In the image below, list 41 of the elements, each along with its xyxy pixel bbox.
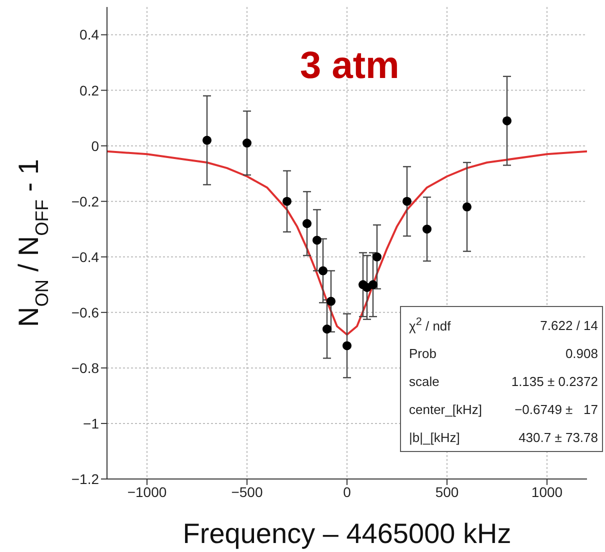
y-tick-label: 0 xyxy=(91,138,100,154)
y-tick-label: −1 xyxy=(83,415,100,432)
text: 3 atm xyxy=(300,45,400,88)
annotation: scale xyxy=(409,374,440,388)
y-tick-label: −1.2 xyxy=(71,470,100,487)
y-tick-label: −0.8 xyxy=(71,360,100,376)
x-tick-label: 500 xyxy=(435,484,459,500)
point xyxy=(502,116,512,126)
point xyxy=(202,136,212,145)
x-tick-label: 1000 xyxy=(531,484,563,500)
y-tick-label: 0.2 xyxy=(80,82,100,98)
y-tick-label: −0.2 xyxy=(71,193,100,210)
y-tick-label: 0.4 xyxy=(80,26,100,43)
x-axis-title: Frequency – 4465000 kHz xyxy=(182,518,512,549)
annotation: χ$^{2}$ / ndf xyxy=(409,316,451,334)
x-tick-label: −1000 xyxy=(127,484,167,500)
point xyxy=(462,202,472,212)
point xyxy=(318,266,328,276)
annotation: 430.7 ± 73.78 xyxy=(518,430,598,444)
point xyxy=(372,252,382,262)
y-tick-label: −0.6 xyxy=(71,304,100,320)
annotation: −0.6749 ± 17 xyxy=(514,402,598,416)
x-tick-label: 0 xyxy=(343,484,352,500)
point xyxy=(312,236,322,245)
y-tick-label: −0.4 xyxy=(71,248,100,265)
annotation: Prob xyxy=(409,346,436,360)
point xyxy=(326,296,336,306)
annotation: 1.135 ± 0.2372 xyxy=(511,374,598,388)
annotation: center_[kHz] xyxy=(409,402,482,416)
annotation: 7.622 / 14 xyxy=(540,318,598,332)
point xyxy=(402,196,412,206)
annotation: 0.908 xyxy=(565,346,598,360)
point xyxy=(302,219,312,228)
annotation: |b|_[kHz] xyxy=(409,430,460,444)
point xyxy=(322,324,332,334)
point xyxy=(242,138,252,148)
point xyxy=(368,280,378,290)
x-tick-label: −500 xyxy=(231,484,263,500)
point xyxy=(422,224,432,234)
point xyxy=(342,341,352,350)
point xyxy=(282,196,292,206)
